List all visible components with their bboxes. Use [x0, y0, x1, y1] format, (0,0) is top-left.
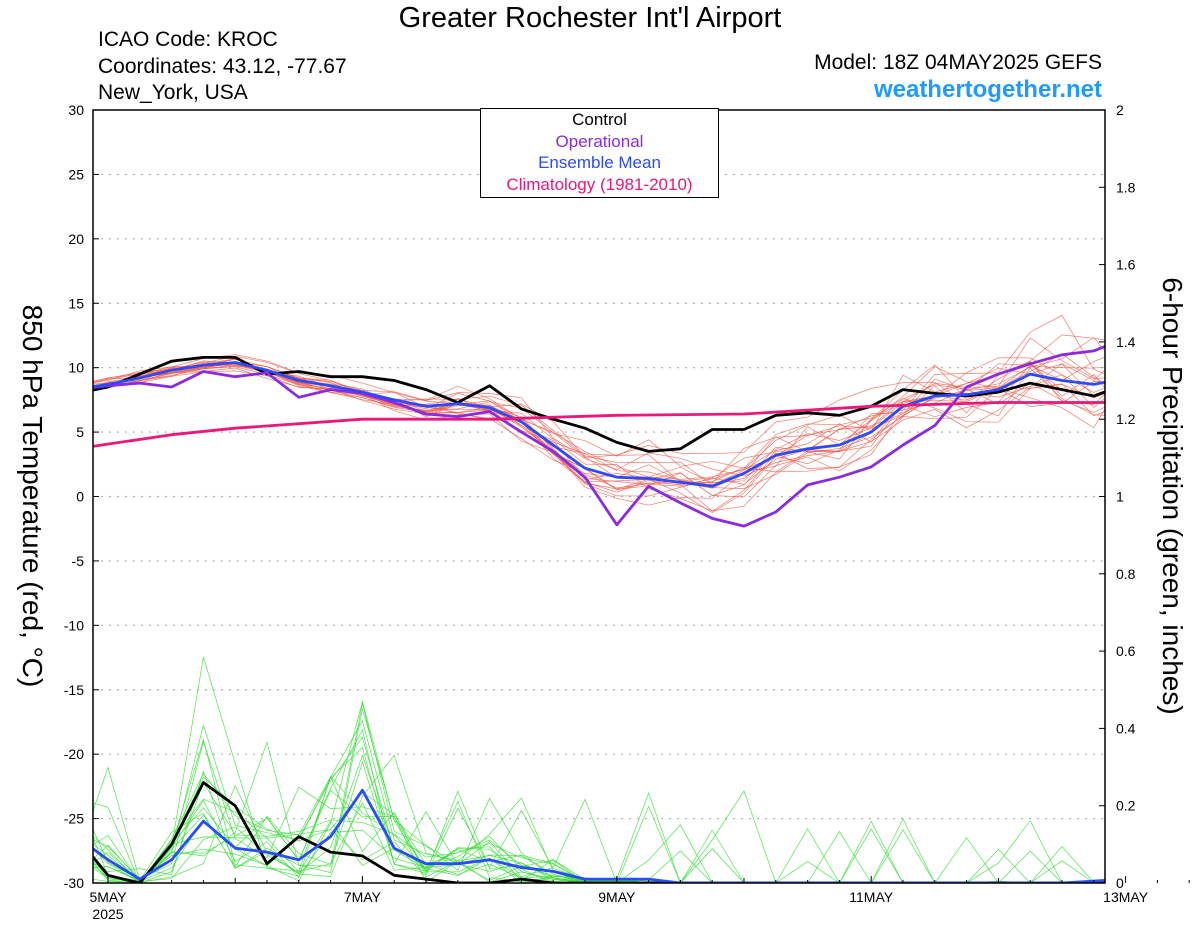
temp-member-line: [93, 362, 1105, 496]
temp-member-line: [93, 334, 1105, 506]
y-tick-label: 20: [68, 231, 84, 247]
legend-control: Control: [572, 110, 627, 129]
y-axis-label-right: 6-hour Precipitation (green, inches): [1157, 277, 1188, 715]
y2-tick-label: 1.6: [1116, 257, 1136, 273]
y-tick-label: -15: [64, 682, 84, 698]
axes: 302520151050-5-10-15-20-25-3021.81.61.41…: [64, 102, 1190, 922]
temp-member-line: [93, 363, 1105, 486]
temp-member-line: [93, 356, 1105, 497]
y-tick-label: 5: [76, 424, 84, 440]
site-name: weathertogether.net: [873, 76, 1102, 103]
y-tick-label: 30: [68, 102, 84, 118]
series-control-temp: [93, 355, 1105, 453]
y2-tick-label: 1.4: [1116, 334, 1136, 350]
y-tick-label: 10: [68, 360, 84, 376]
precip-member-line: [93, 775, 1105, 883]
x-tick-label: 5MAY: [89, 889, 127, 905]
temp-member-line: [93, 353, 1105, 493]
x-tick-label: 11MAY: [849, 889, 893, 905]
coordinates: Coordinates: 43.12, -77.67: [98, 55, 347, 78]
series-control-precip: [93, 781, 1105, 883]
temp-member-line: [93, 367, 1105, 459]
series-ensemble-mean-precip: [93, 788, 1105, 883]
precip-member-line: [93, 772, 1105, 883]
y-axis-label-left: 850 hPa Temperature (red, °C): [17, 304, 48, 688]
precip-member-line: [93, 723, 1105, 883]
precip-member-line: [93, 761, 1105, 883]
temp-member-line: [93, 357, 1105, 489]
y-tick-label: -30: [64, 875, 84, 891]
y-tick-label: -20: [64, 746, 84, 762]
y-tick-label: 15: [68, 295, 84, 311]
series-lines: [93, 344, 1105, 883]
series-climatology-1981-2010--temp: [93, 401, 1105, 448]
y2-tick-label: 0.6: [1116, 643, 1136, 659]
chart-title: Greater Rochester Int'l Airport: [398, 2, 782, 34]
precip-member-line: [93, 781, 1105, 883]
temp-member-line: [93, 337, 1105, 486]
temp-member-line: [93, 363, 1105, 483]
precip-member-line: [93, 776, 1105, 883]
legend-operational: Operational: [555, 131, 644, 151]
temp-member-line: [93, 361, 1105, 484]
series-ensemble-mean-temp: [93, 361, 1105, 488]
y2-tick-label: 1: [1116, 489, 1124, 505]
temp-member-line: [93, 358, 1105, 498]
y-tick-label: -25: [64, 811, 84, 827]
precip-member-line: [93, 740, 1105, 883]
y-tick-label: -10: [64, 617, 84, 633]
y-tick-label: 25: [68, 166, 84, 182]
y2-tick-label: 0.8: [1116, 566, 1136, 582]
precip-member-line: [93, 820, 1105, 883]
ensemble-members: [93, 314, 1105, 883]
temp-member-line: [93, 363, 1105, 512]
precip-member-line: [93, 729, 1105, 883]
precip-member-line: [93, 754, 1105, 883]
y2-tick-label: 2: [1116, 102, 1124, 118]
x-tick-label: 7MAY: [344, 889, 382, 905]
precip-member-line: [93, 703, 1105, 883]
precip-member-line: [93, 736, 1105, 883]
y-tick-label: 0: [76, 489, 84, 505]
y2-tick-label: 1.8: [1116, 179, 1136, 195]
y2-tick-label: 0: [1116, 875, 1124, 891]
y2-tick-label: 1.2: [1116, 411, 1136, 427]
x-tick-label: 9MAY: [598, 889, 636, 905]
precip-member-line: [93, 766, 1105, 883]
precip-member-line: [93, 789, 1105, 883]
precip-member-line: [93, 719, 1105, 883]
x-tick-label: 13MAY: [1103, 889, 1149, 905]
legend-climatology: Climatology (1981-2010): [506, 174, 693, 194]
y2-tick-label: 0.2: [1116, 798, 1136, 814]
temp-member-line: [93, 361, 1105, 477]
y2-tick-label: 0.4: [1116, 720, 1136, 736]
x-tick-sublabel: 2025: [92, 906, 123, 922]
icao-code: ICAO Code: KROC: [98, 28, 278, 51]
location: New_York, USA: [98, 81, 248, 104]
precip-member-line: [93, 708, 1105, 883]
legend-ensemble-mean: Ensemble Mean: [538, 153, 661, 172]
y-tick-label: -5: [72, 553, 85, 569]
legend: Control Operational Ensemble Mean Climat…: [480, 108, 719, 198]
model-run: Model: 18Z 04MAY2025 GEFS: [814, 51, 1102, 74]
series-operational-temp: [93, 344, 1105, 528]
